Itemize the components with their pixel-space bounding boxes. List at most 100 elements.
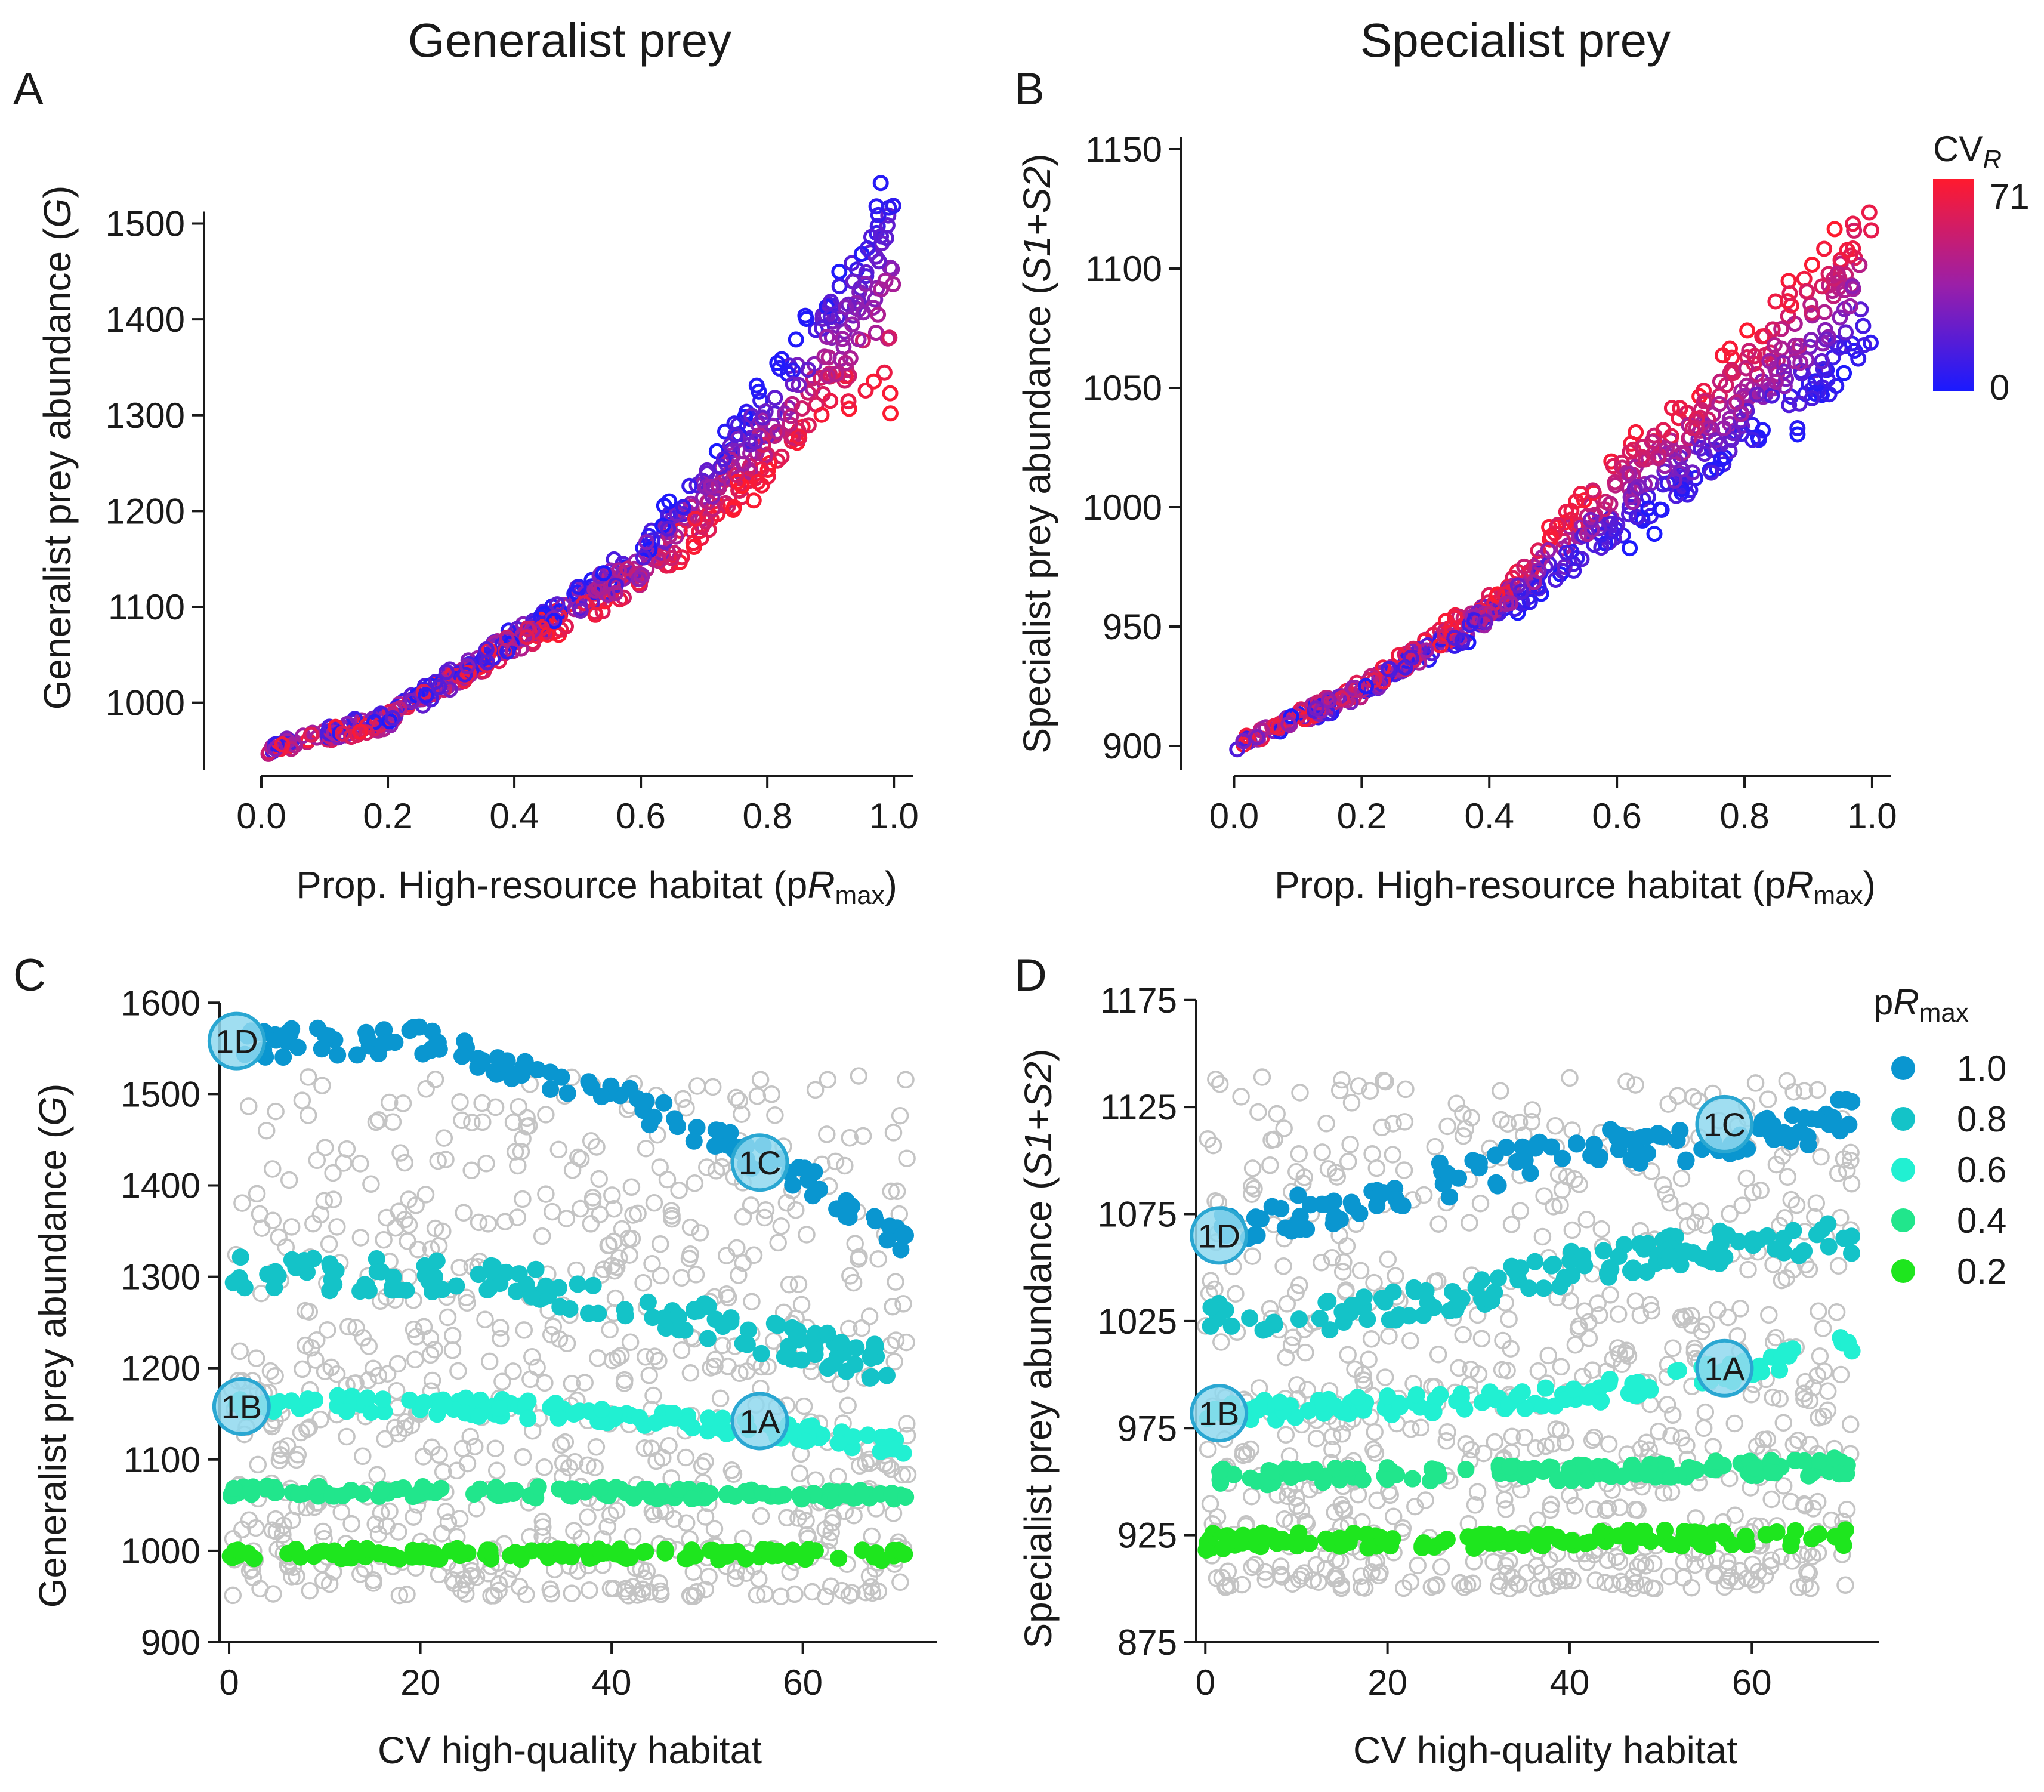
panel-a-point xyxy=(882,385,899,402)
panel-c-bg-point xyxy=(863,1527,881,1546)
panel-c-series-02-point xyxy=(308,1544,326,1562)
panel-c-bg-point xyxy=(542,1585,560,1603)
panel-d-bg-point xyxy=(1339,1152,1357,1171)
panel-b-point xyxy=(1270,719,1287,736)
panel-d-series-08-point xyxy=(1526,1253,1544,1270)
panel-d-bg-point xyxy=(1754,1430,1773,1449)
panel-c-bg-point xyxy=(231,1342,249,1361)
panel-d-bg-point xyxy=(1789,1578,1808,1597)
panel-c-bg-point xyxy=(887,1331,905,1349)
panel-d-series-06-point xyxy=(1839,1334,1857,1351)
panel-a-point xyxy=(831,263,848,280)
panel-c-bg-point xyxy=(860,1567,879,1585)
panel-c-series-10-point xyxy=(655,1094,673,1112)
panel-d-series-06-point xyxy=(1448,1392,1466,1410)
panel-d-series-10-point xyxy=(1585,1136,1603,1153)
panel-b-point xyxy=(1696,446,1713,462)
panel-a-point xyxy=(663,550,680,566)
panel-c-bg-point xyxy=(803,1583,822,1601)
panel-c-series-06-point xyxy=(546,1395,564,1412)
panel-b-ylabel: Specialist prey abundance (S1+S2) xyxy=(1015,153,1058,753)
panel-d-xtick-label: 60 xyxy=(1732,1663,1772,1702)
panel-c-bg-point xyxy=(748,1087,767,1105)
panel-d-bg-point xyxy=(1829,1164,1847,1182)
panel-b-ytick-label: 1000 xyxy=(1083,488,1162,528)
panel-c-bg-point xyxy=(772,1217,790,1235)
panel-c-bg-point xyxy=(263,1521,282,1539)
panel-c-bg-point xyxy=(677,1514,696,1532)
panel-b-xtick-label: 0.4 xyxy=(1465,796,1514,836)
panel-c-bg-point xyxy=(535,1458,554,1476)
panel-d-bg-point xyxy=(1384,1507,1403,1526)
panel-c-bg-point xyxy=(672,1269,691,1287)
panel-b-point xyxy=(1548,572,1564,588)
panel-d-scatter: 0 20 40 60 875 925 975 1025 1075 1125 1175 1D 1C 1B 1A xyxy=(1098,980,1879,1702)
panel-d-bg-point xyxy=(1841,1415,1860,1433)
panel-c-series-10-point xyxy=(709,1136,727,1154)
panel-c-bg-point xyxy=(646,1347,663,1365)
panel-b-point xyxy=(1703,464,1719,481)
panel-a-point xyxy=(838,354,854,371)
panel-d-series-08-point xyxy=(1638,1263,1656,1281)
panel-b-point xyxy=(1403,649,1419,666)
panel-d-series-04-point xyxy=(1560,1464,1577,1482)
panel-b-point xyxy=(1846,222,1863,239)
panel-a-point xyxy=(749,474,766,491)
panel-c-bg-point xyxy=(456,1585,475,1603)
panel-d-bg-point xyxy=(1365,1273,1383,1292)
panel-d-bg-point xyxy=(1739,1260,1757,1279)
panel-b-point xyxy=(1855,317,1872,334)
panel-d-series-06-point xyxy=(1251,1396,1268,1414)
panel-c-series-10-point xyxy=(503,1070,521,1088)
panel-c-bg-point xyxy=(409,1241,427,1259)
panel-d-bg-point xyxy=(1654,1176,1672,1194)
panel-c-bg-point xyxy=(781,1563,799,1581)
panel-d-bg-point xyxy=(1353,1578,1370,1596)
panel-d-series-06-point xyxy=(1537,1379,1555,1397)
panel-d-annotation-label: 1B xyxy=(1199,1395,1240,1432)
panel-c-series-02-point xyxy=(767,1545,785,1563)
panel-c-bg-point xyxy=(517,1586,535,1603)
panel-c-bg-point xyxy=(634,1273,652,1292)
panel-c-bg-point xyxy=(869,1250,887,1268)
panel-c-bg-point xyxy=(582,1132,600,1150)
panel-d-bg-point xyxy=(1650,1423,1668,1441)
panel-d-bg-point xyxy=(1362,1330,1381,1348)
panel-c-bg-point xyxy=(752,1507,770,1525)
panel-d-series-10-point xyxy=(1514,1138,1532,1156)
panel-c-series-04-point xyxy=(612,1480,629,1498)
panel-b-point xyxy=(1721,443,1738,459)
panel-c-series-02-point xyxy=(512,1550,530,1568)
panel-a-point xyxy=(769,354,786,371)
panel-d-bg-point xyxy=(1832,1365,1850,1384)
panel-d-series-06-point xyxy=(1780,1347,1798,1365)
panel-b-xtick-label: 0.2 xyxy=(1337,796,1387,836)
panel-c-bg-point xyxy=(643,1255,661,1273)
panel-a-ytick-label: 1100 xyxy=(108,587,185,627)
panel-c-series-06-point xyxy=(519,1409,537,1427)
panel-d-series-08-point xyxy=(1622,1262,1639,1280)
panel-c-bg-point xyxy=(308,1151,326,1170)
panel-d-bg-point xyxy=(1787,1196,1806,1214)
panel-c-series-04-point xyxy=(669,1481,687,1498)
panel-c-bg-point xyxy=(384,1113,402,1131)
panel-d-bg-point xyxy=(1542,1501,1560,1519)
panel-d-bg-point xyxy=(1704,1438,1722,1455)
panel-b-point xyxy=(1659,440,1675,457)
panel-d-bg-point xyxy=(1429,1215,1447,1233)
panel-a-point xyxy=(844,316,860,333)
panel-c-bg-point xyxy=(407,1328,425,1346)
panel-d-bg-point xyxy=(1438,1423,1456,1441)
panel-d-series-10-point xyxy=(1489,1177,1506,1195)
panel-d-series-04-point xyxy=(1577,1472,1595,1489)
panel-c-bg-point xyxy=(786,1585,804,1603)
panel-d-bg-point xyxy=(1323,1249,1341,1267)
panel-d-series-08-point xyxy=(1808,1226,1826,1244)
panel-a-point xyxy=(813,406,830,423)
panel-d-bg-point xyxy=(1243,1159,1262,1177)
panel-d-bg-point xyxy=(1764,1388,1781,1407)
panel-a-point xyxy=(857,383,874,399)
panel-d-series-10-point xyxy=(1542,1138,1560,1156)
panel-c-series-10-point xyxy=(289,1038,307,1056)
panel-d-bg-point xyxy=(1767,1155,1786,1174)
